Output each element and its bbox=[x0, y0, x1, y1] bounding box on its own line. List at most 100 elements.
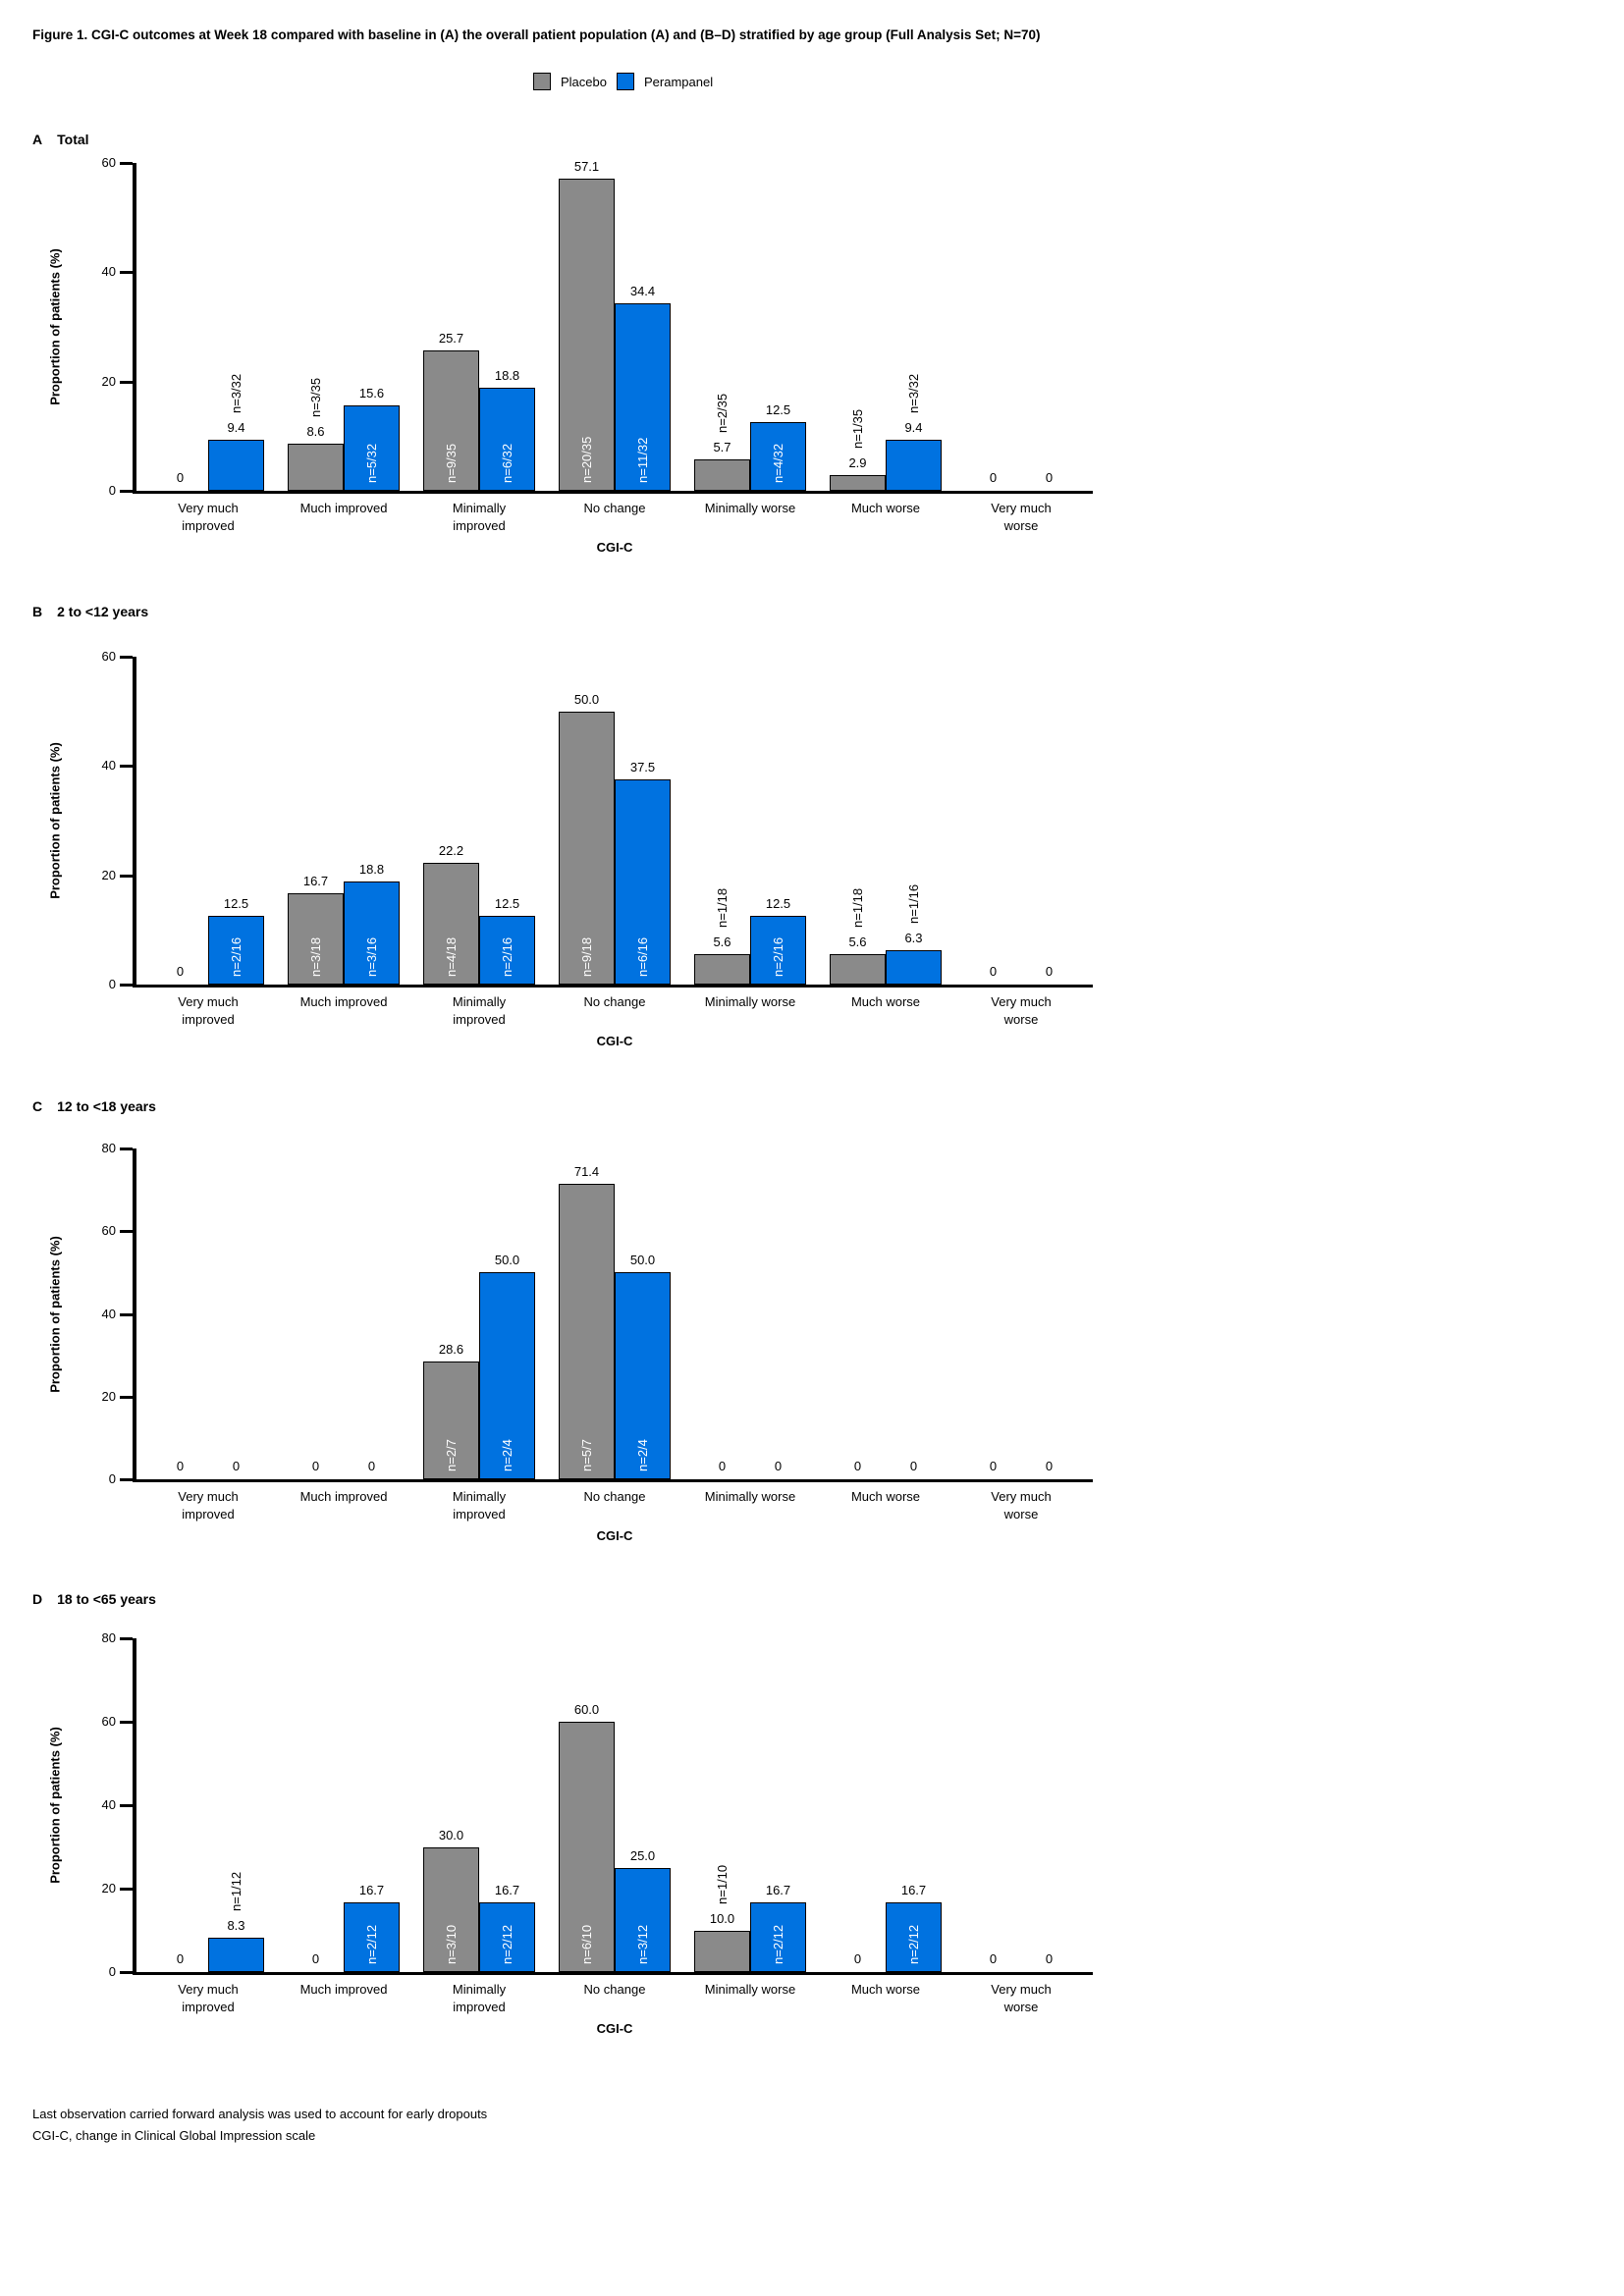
y-tick-label-c-20: 20 bbox=[101, 1388, 116, 1404]
y-tick-b-60 bbox=[120, 656, 133, 659]
bar-b-placebo-minimally-improved bbox=[423, 863, 479, 985]
value-label-c-placebo-no-change: 71.4 bbox=[573, 1164, 600, 1180]
x-category-c-very-much-improved: Very much improved bbox=[178, 1489, 239, 1522]
x-category-c-much-improved: Much improved bbox=[299, 1489, 388, 1504]
x-category-b-much-worse: Much worse bbox=[850, 994, 921, 1009]
n-label-d-placebo-minimally-improved: n=3/10 bbox=[443, 1924, 459, 1964]
value-label-a-placebo-much-worse: 2.9 bbox=[848, 454, 867, 470]
bar-a-placebo-minimally-worse bbox=[694, 459, 750, 491]
y-tick-label-c-0: 0 bbox=[108, 1471, 116, 1486]
value-label-c-placebo-very-much-worse: 0 bbox=[989, 1459, 998, 1473]
value-label-d-placebo-very-much-improved: 0 bbox=[176, 1951, 185, 1966]
y-tick-label-c-40: 40 bbox=[101, 1306, 116, 1321]
value-label-b-placebo-much-worse: 5.6 bbox=[848, 934, 867, 949]
n-label-b-perampanel-very-much-improved: n=2/16 bbox=[228, 936, 244, 977]
panel-label-a: A Total bbox=[32, 132, 89, 147]
legend: Placebo Perampanel bbox=[533, 73, 713, 90]
legend-label-perampanel: Perampanel bbox=[643, 74, 714, 89]
y-tick-label-a-20: 20 bbox=[101, 373, 116, 389]
n-label-c-perampanel-no-change: n=2/4 bbox=[634, 1439, 650, 1471]
value-label-a-perampanel-much-worse: 9.4 bbox=[904, 419, 923, 435]
value-label-c-placebo-minimally-improved: 28.6 bbox=[438, 1341, 464, 1357]
panel-title-c: 12 to <18 years bbox=[57, 1098, 156, 1114]
value-label-a-perampanel-very-much-worse: 0 bbox=[1045, 470, 1054, 485]
y-tick-label-c-80: 80 bbox=[101, 1141, 116, 1155]
value-label-d-perampanel-much-improved: 16.7 bbox=[358, 1883, 385, 1898]
value-label-a-perampanel-very-much-improved: 9.4 bbox=[227, 419, 245, 435]
value-label-a-perampanel-minimally-improved: 18.8 bbox=[494, 368, 520, 384]
value-label-d-perampanel-very-much-improved: 8.3 bbox=[227, 1917, 245, 1933]
x-category-b-much-improved: Much improved bbox=[299, 994, 388, 1009]
n-label-a-placebo-much-worse: n=1/35 bbox=[849, 408, 865, 449]
n-label-a-perampanel-minimally-improved: n=6/32 bbox=[499, 443, 514, 483]
bar-a-perampanel-minimally-improved bbox=[479, 388, 535, 491]
x-category-a-minimally-worse: Minimally worse bbox=[704, 501, 796, 515]
value-label-a-placebo-much-improved: 8.6 bbox=[306, 424, 325, 440]
y-tick-label-a-40: 40 bbox=[101, 264, 116, 280]
y-tick-c-40 bbox=[120, 1312, 133, 1316]
y-tick-d-0 bbox=[120, 1971, 133, 1974]
value-label-b-placebo-very-much-improved: 0 bbox=[176, 964, 185, 979]
value-label-d-perampanel-minimally-worse: 16.7 bbox=[765, 1883, 791, 1898]
x-axis-c bbox=[133, 1479, 1093, 1482]
value-label-d-placebo-no-change: 60.0 bbox=[573, 1702, 600, 1717]
bar-a-perampanel-much-improved bbox=[344, 405, 400, 491]
y-tick-c-60 bbox=[120, 1230, 133, 1234]
x-category-b-very-much-worse: Very much worse bbox=[991, 994, 1052, 1027]
x-axis-title-c: CGI-C bbox=[596, 1528, 633, 1543]
x-category-c-no-change: No change bbox=[583, 1489, 646, 1504]
x-category-a-no-change: No change bbox=[583, 501, 646, 515]
y-tick-label-a-60: 60 bbox=[101, 155, 116, 170]
value-label-d-placebo-minimally-worse: 10.0 bbox=[709, 1910, 735, 1926]
bar-b-perampanel-very-much-improved bbox=[208, 916, 264, 985]
y-axis-d bbox=[133, 1638, 136, 1975]
value-label-c-perampanel-much-improved: 0 bbox=[367, 1459, 376, 1473]
x-category-d-much-worse: Much worse bbox=[850, 1982, 921, 1997]
bar-b-perampanel-minimally-improved bbox=[479, 916, 535, 985]
value-label-c-perampanel-no-change: 50.0 bbox=[629, 1253, 656, 1268]
value-label-a-perampanel-much-improved: 15.6 bbox=[358, 386, 385, 401]
bar-a-perampanel-much-worse bbox=[886, 439, 942, 491]
n-label-b-placebo-no-change: n=9/18 bbox=[578, 936, 594, 977]
n-label-c-placebo-minimally-improved: n=2/7 bbox=[443, 1439, 459, 1471]
y-axis-a bbox=[133, 163, 136, 494]
value-label-c-perampanel-very-much-worse: 0 bbox=[1045, 1459, 1054, 1473]
y-tick-label-d-40: 40 bbox=[101, 1797, 116, 1812]
value-label-b-perampanel-minimally-improved: 12.5 bbox=[494, 896, 520, 912]
n-label-b-placebo-much-worse: n=1/18 bbox=[849, 887, 865, 928]
x-category-c-very-much-worse: Very much worse bbox=[991, 1489, 1052, 1522]
n-label-b-perampanel-no-change: n=6/16 bbox=[634, 936, 650, 977]
n-label-b-perampanel-much-improved: n=3/16 bbox=[363, 936, 379, 977]
n-label-c-perampanel-minimally-improved: n=2/4 bbox=[499, 1439, 514, 1471]
n-label-a-perampanel-no-change: n=11/32 bbox=[634, 437, 650, 483]
y-tick-b-20 bbox=[120, 874, 133, 878]
x-category-b-minimally-improved: Minimally improved bbox=[452, 994, 507, 1027]
value-label-b-perampanel-much-worse: 6.3 bbox=[904, 930, 923, 945]
n-label-a-placebo-much-improved: n=3/35 bbox=[307, 378, 323, 418]
panel-label-b: B 2 to <12 years bbox=[32, 604, 148, 619]
y-tick-label-d-80: 80 bbox=[101, 1630, 116, 1645]
y-axis-title-d: Proportion of patients (%) bbox=[47, 1727, 63, 1884]
legend-swatch-placebo bbox=[533, 73, 551, 90]
panel-letter-a: A bbox=[32, 132, 43, 147]
value-label-a-placebo-very-much-worse: 0 bbox=[989, 470, 998, 485]
panel-letter-c: C bbox=[32, 1098, 43, 1114]
y-tick-label-b-20: 20 bbox=[101, 867, 116, 882]
x-category-d-no-change: No change bbox=[583, 1982, 646, 1997]
value-label-c-placebo-very-much-improved: 0 bbox=[176, 1459, 185, 1473]
y-tick-b-40 bbox=[120, 765, 133, 769]
n-label-d-placebo-minimally-worse: n=1/10 bbox=[714, 1864, 730, 1904]
y-tick-d-60 bbox=[120, 1721, 133, 1724]
x-category-a-very-much-improved: Very much improved bbox=[178, 501, 239, 533]
x-axis-a bbox=[133, 491, 1093, 494]
value-label-c-perampanel-minimally-worse: 0 bbox=[774, 1459, 783, 1473]
legend-label-placebo: Placebo bbox=[561, 74, 607, 89]
value-label-b-placebo-very-much-worse: 0 bbox=[989, 964, 998, 979]
value-label-b-perampanel-very-much-worse: 0 bbox=[1045, 964, 1054, 979]
value-label-b-placebo-minimally-improved: 22.2 bbox=[438, 843, 464, 859]
x-axis-title-d: CGI-C bbox=[596, 2021, 633, 2036]
x-category-c-minimally-worse: Minimally worse bbox=[704, 1489, 796, 1504]
x-category-c-much-worse: Much worse bbox=[850, 1489, 921, 1504]
n-label-d-placebo-no-change: n=6/10 bbox=[578, 1924, 594, 1964]
